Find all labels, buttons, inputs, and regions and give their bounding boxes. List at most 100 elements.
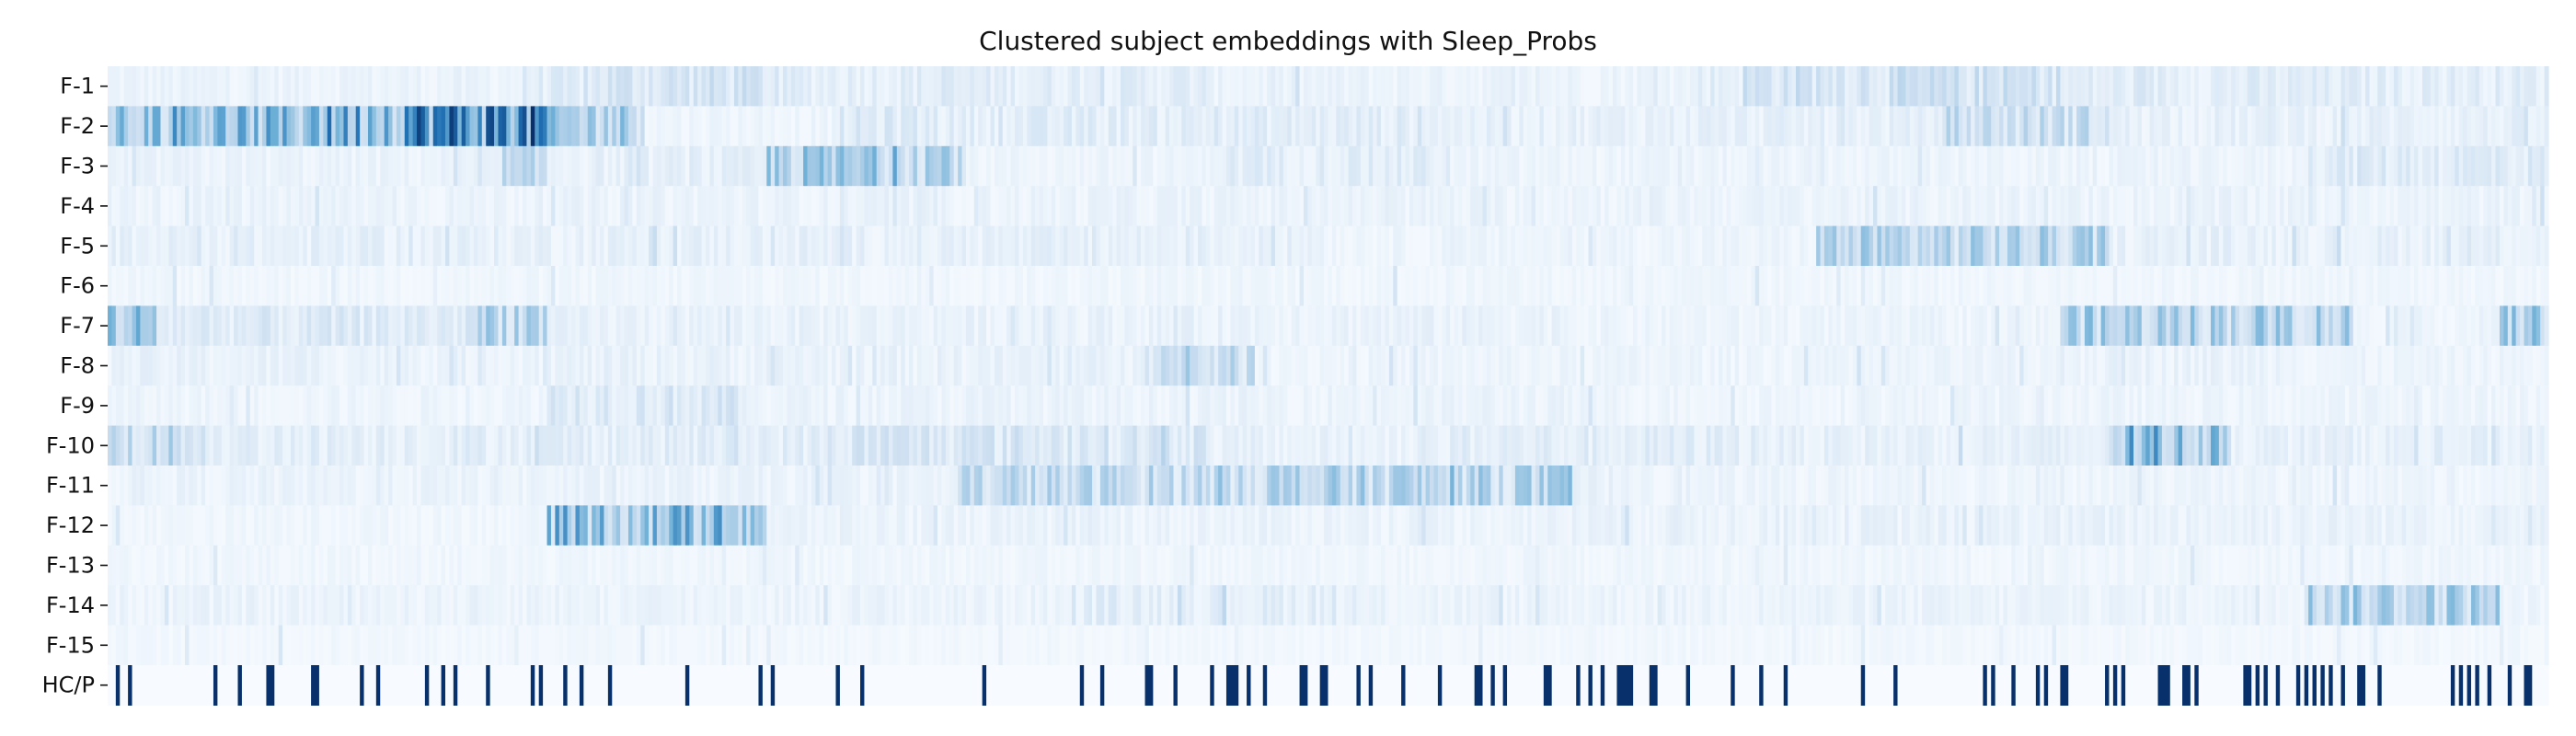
- heatmap-row-f-6: [108, 266, 2549, 306]
- heatmap-cell: [937, 345, 943, 386]
- heatmap-cell: [1754, 305, 1760, 347]
- heatmap-cell: [1600, 225, 1605, 267]
- heatmap-cell: [1482, 266, 1488, 306]
- heatmap-cell: [1620, 106, 1626, 147]
- heatmap-cell: [604, 385, 609, 427]
- heatmap-cell: [1234, 186, 1239, 227]
- heatmap-cell: [1148, 225, 1154, 267]
- heatmap-cell: [424, 345, 430, 386]
- heatmap-cell: [689, 345, 695, 386]
- heatmap-cell: [705, 225, 711, 267]
- heatmap-cell: [868, 186, 873, 227]
- heatmap-cell: [970, 106, 975, 147]
- heatmap-cell: [1486, 145, 1491, 187]
- heatmap-cell: [2218, 266, 2224, 306]
- heatmap-cell: [298, 186, 304, 227]
- heatmap-cell: [1059, 145, 1064, 187]
- heatmap-cell: [530, 66, 535, 107]
- heatmap-cell: [615, 266, 621, 306]
- heatmap-cell: [945, 106, 950, 147]
- heatmap-cell: [677, 385, 683, 427]
- heatmap-cell: [2231, 186, 2237, 227]
- heatmap-cell: [783, 66, 788, 107]
- heatmap-cell: [249, 385, 255, 427]
- heatmap-cell: [1811, 266, 1817, 306]
- heatmap-cell: [624, 305, 629, 347]
- heatmap-cell: [1213, 145, 1219, 187]
- heatmap-cell: [2068, 266, 2074, 306]
- heatmap-cell: [400, 345, 406, 386]
- heatmap-cell: [2369, 225, 2375, 267]
- heatmap-cell: [1437, 106, 1443, 147]
- heatmap-cell: [140, 106, 145, 147]
- heatmap-cell: [1022, 186, 1028, 227]
- heatmap-row-f-7: [108, 305, 2549, 347]
- heatmap-cell: [567, 145, 572, 187]
- heatmap-cell: [1754, 186, 1760, 227]
- heatmap-cell: [2260, 186, 2265, 227]
- heatmap-cell: [1454, 106, 1459, 147]
- heatmap-cell: [514, 225, 520, 267]
- heatmap-cell: [2467, 66, 2472, 107]
- heatmap-cell: [298, 385, 304, 427]
- heatmap-cell: [823, 385, 829, 427]
- heatmap-cell: [1889, 66, 1894, 107]
- heatmap-cell: [530, 186, 535, 227]
- heatmap-cell: [347, 266, 352, 306]
- heatmap-cell: [896, 345, 902, 386]
- heatmap-cell: [1511, 186, 1516, 227]
- heatmap-cell: [380, 66, 385, 107]
- heatmap-cell: [2092, 225, 2098, 267]
- heatmap-cell: [1222, 66, 1227, 107]
- heatmap-cell: [1978, 345, 1984, 386]
- heatmap-cell: [2211, 106, 2216, 147]
- heatmap-cell: [592, 345, 597, 386]
- heatmap-cell: [1352, 345, 1358, 386]
- heatmap-cell: [1425, 305, 1431, 347]
- heatmap-cell: [481, 106, 487, 147]
- heatmap-cell: [1331, 266, 1337, 306]
- heatmap-cell: [1042, 145, 1048, 187]
- heatmap-cell: [558, 106, 564, 147]
- heatmap-cell: [1210, 145, 1215, 187]
- heatmap-cell: [1791, 186, 1797, 227]
- heatmap-cell: [457, 145, 463, 187]
- heatmap-cell: [1409, 106, 1414, 147]
- heatmap-cell: [1299, 225, 1305, 267]
- heatmap-cell: [1535, 186, 1541, 227]
- heatmap-cell: [294, 385, 300, 427]
- heatmap-cell: [815, 385, 821, 427]
- heatmap-cell: [343, 106, 349, 147]
- heatmap-cell: [1767, 106, 1773, 147]
- heatmap-cell: [1543, 345, 1548, 386]
- heatmap-cell: [1657, 145, 1662, 187]
- heatmap-cell: [860, 106, 866, 147]
- heatmap-cell: [1494, 186, 1500, 227]
- heatmap-cell: [973, 186, 979, 227]
- heatmap-cell: [355, 266, 361, 306]
- heatmap-cell: [811, 186, 816, 227]
- heatmap-cell: [864, 345, 869, 386]
- heatmap-cell: [807, 186, 812, 227]
- heatmap-cell: [1173, 186, 1179, 227]
- heatmap-cell: [953, 186, 959, 227]
- heatmap-cell: [1800, 345, 1805, 386]
- heatmap-cell: [2052, 145, 2057, 187]
- heatmap-cell: [1340, 305, 1345, 347]
- heatmap-cell: [1267, 345, 1272, 386]
- heatmap-cell: [627, 106, 633, 147]
- heatmap-cell: [318, 305, 324, 347]
- heatmap-cell: [1514, 186, 1520, 227]
- heatmap-cell: [489, 385, 495, 427]
- heatmap-cell: [1067, 66, 1073, 107]
- heatmap-cell: [1974, 345, 1980, 386]
- heatmap-cell: [847, 266, 853, 306]
- heatmap-cell: [2133, 106, 2139, 147]
- heatmap-cell: [523, 266, 528, 306]
- heatmap-cell: [2344, 225, 2350, 267]
- heatmap-cell: [835, 106, 841, 147]
- heatmap-cell: [945, 345, 950, 386]
- heatmap-cell: [1401, 145, 1407, 187]
- heatmap-cell: [1181, 106, 1187, 147]
- heatmap-cell: [1409, 305, 1414, 347]
